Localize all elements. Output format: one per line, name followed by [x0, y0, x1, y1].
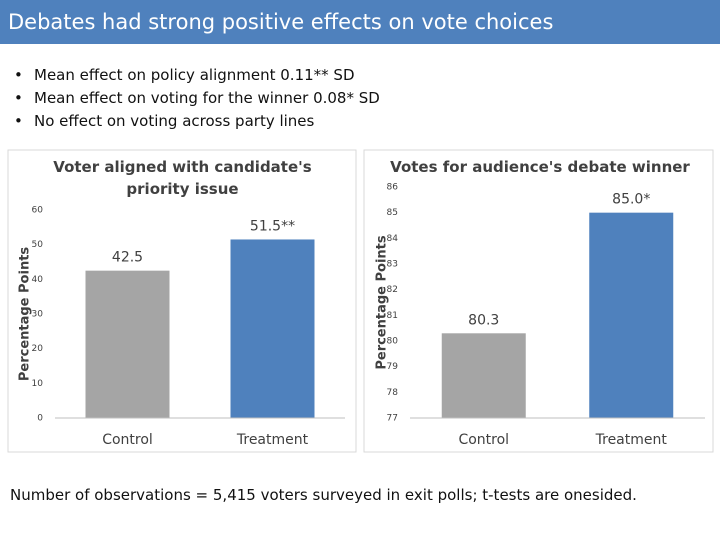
y-axis-label: Percentage Points — [375, 235, 390, 370]
y-tick-label: 40 — [32, 275, 44, 285]
y-tick-label: 83 — [387, 260, 398, 270]
slide-title: Debates had strong positive effects on v… — [0, 0, 720, 44]
bullet: Mean effect on voting for the winner 0.0… — [14, 87, 380, 110]
bullet: No effect on voting across party lines — [14, 110, 380, 133]
value-label: 80.3 — [468, 312, 499, 328]
y-tick-label: 10 — [32, 379, 44, 389]
chart-title: Votes for audience's debate winner — [390, 158, 690, 176]
x-tick-label: Treatment — [236, 432, 309, 448]
bar — [230, 239, 315, 418]
x-tick-label: Treatment — [595, 432, 668, 448]
y-tick-label: 79 — [387, 362, 399, 372]
y-tick-label: 86 — [387, 183, 399, 193]
y-tick-label: 84 — [387, 234, 399, 244]
value-label: 51.5** — [250, 218, 295, 234]
y-tick-label: 80 — [387, 337, 399, 347]
y-tick-label: 60 — [32, 206, 44, 216]
y-tick-label: 0 — [37, 414, 43, 424]
x-tick-label: Control — [102, 432, 153, 448]
footnote: Number of observations = 5,415 voters su… — [10, 486, 637, 504]
y-tick-label: 85 — [387, 208, 398, 218]
bar — [441, 333, 526, 418]
y-tick-label: 50 — [32, 240, 44, 250]
bar — [589, 212, 674, 418]
bullet-list: Mean effect on policy alignment 0.11** S… — [14, 64, 380, 133]
y-tick-label: 82 — [387, 285, 398, 295]
y-tick-label: 81 — [387, 311, 398, 321]
value-label: 42.5 — [112, 250, 143, 266]
chart-frame — [7, 149, 357, 453]
y-tick-label: 20 — [32, 344, 44, 354]
y-axis-label: Percentage Points — [18, 247, 33, 382]
y-tick-label: 30 — [32, 310, 44, 320]
chart-frame — [363, 149, 714, 453]
x-tick-label: Control — [458, 432, 509, 448]
y-tick-label: 77 — [387, 414, 398, 424]
value-label: 85.0* — [612, 192, 650, 208]
y-tick-label: 78 — [387, 388, 399, 398]
bar — [85, 270, 170, 418]
chart-title: Voter aligned with candidate's priority … — [53, 158, 312, 198]
bullet: Mean effect on policy alignment 0.11** S… — [14, 64, 380, 87]
